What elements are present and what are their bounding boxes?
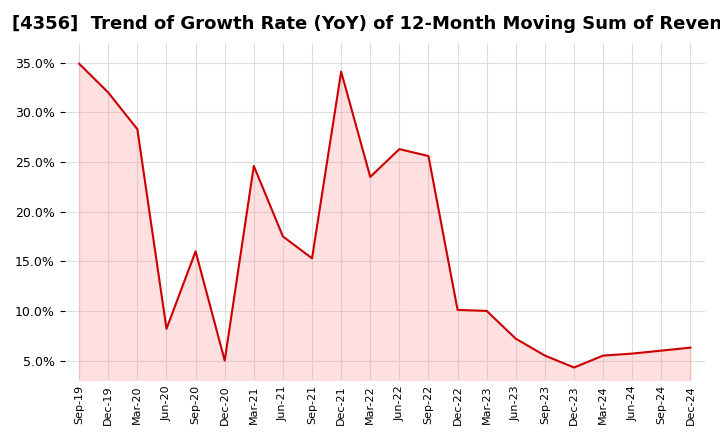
Title: [4356]  Trend of Growth Rate (YoY) of 12-Month Moving Sum of Revenues: [4356] Trend of Growth Rate (YoY) of 12-… — [12, 15, 720, 33]
